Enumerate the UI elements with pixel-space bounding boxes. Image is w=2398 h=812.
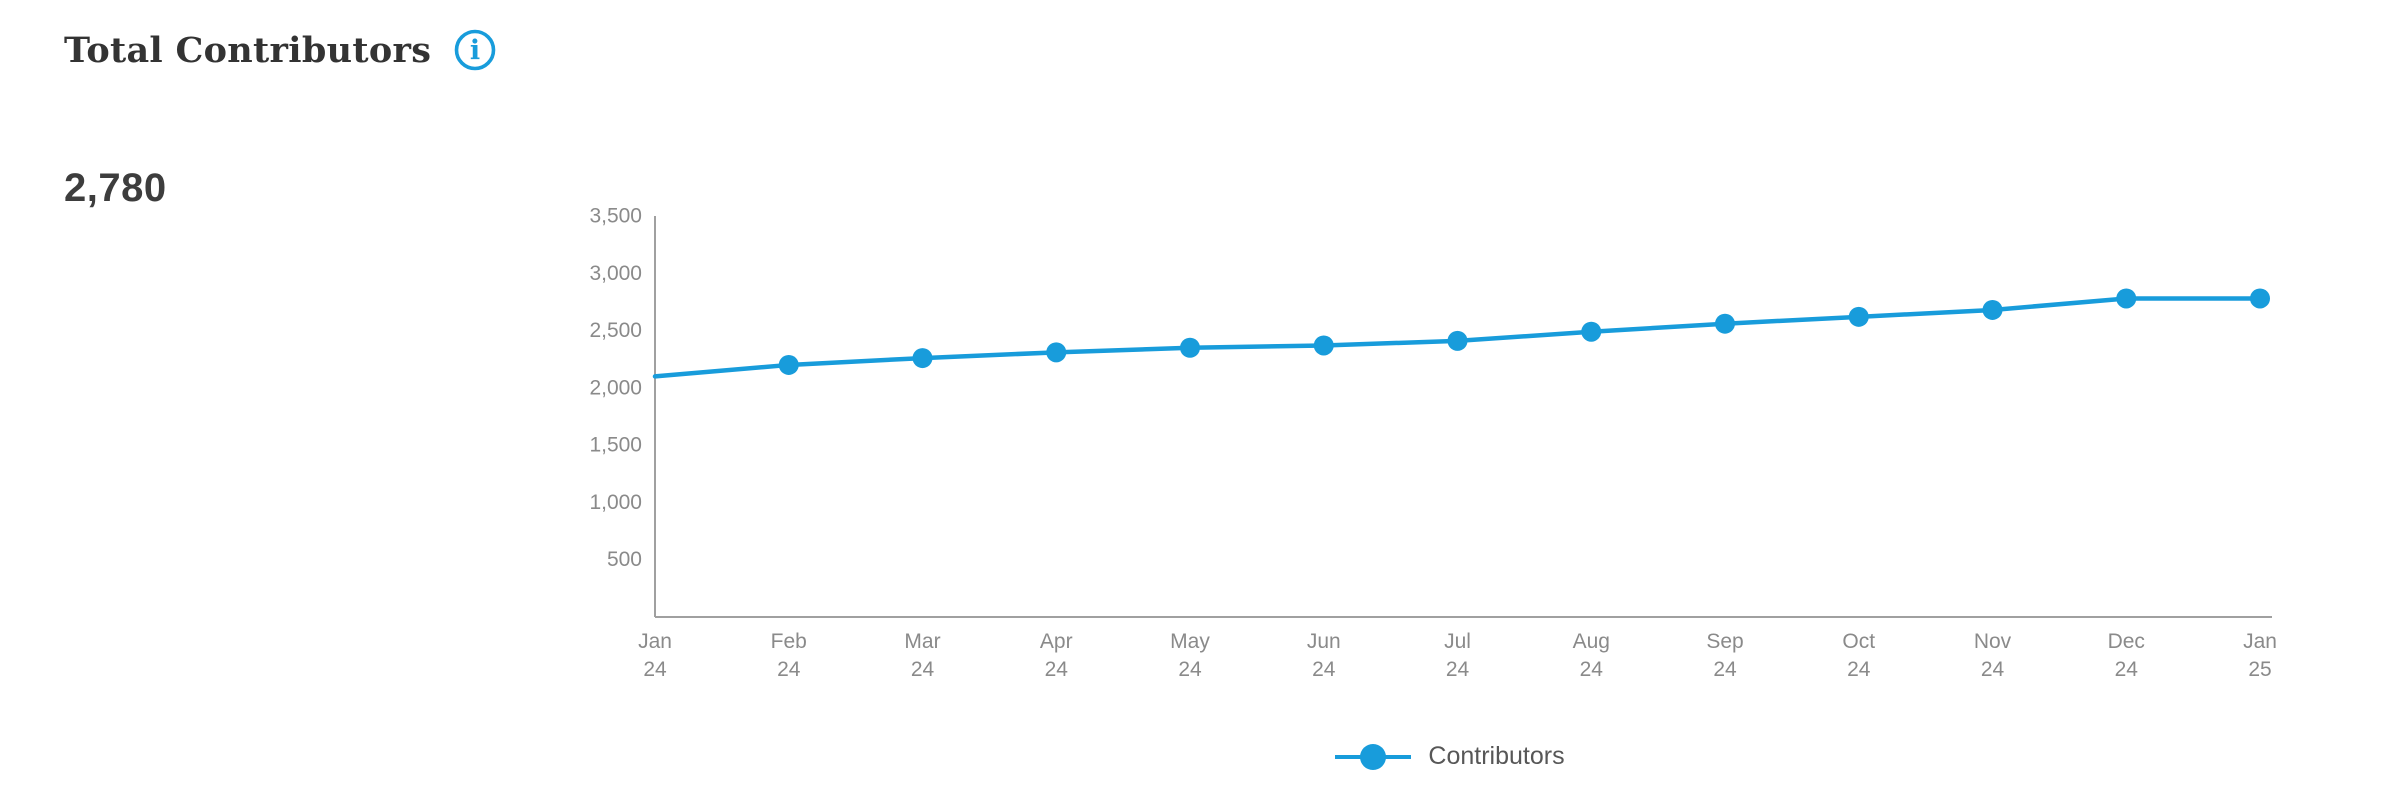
data-point-marker[interactable] — [778, 354, 799, 375]
y-axis-tick-label: 3,000 — [589, 262, 642, 285]
x-axis-tick-label-year: 24 — [1045, 658, 1069, 681]
x-axis-tick-label-year: 25 — [2248, 658, 2271, 681]
x-axis-tick-label-month: Aug — [1573, 630, 1610, 653]
y-axis-tick-label: 2,000 — [589, 376, 642, 399]
data-point-marker[interactable] — [1581, 321, 1602, 342]
legend-marker — [1335, 743, 1412, 770]
legend-label: Contributors — [1428, 742, 1565, 770]
x-axis-tick-label-month: Nov — [1974, 630, 2012, 653]
y-axis-tick-label: 2,500 — [589, 319, 642, 342]
info-icon-circle — [454, 29, 496, 71]
x-axis-tick-label-year: 24 — [777, 658, 801, 681]
data-point-marker[interactable] — [2116, 288, 2137, 309]
x-axis-tick-label-year: 24 — [1312, 658, 1336, 681]
chart-legend[interactable]: Contributors — [560, 742, 2340, 771]
x-axis-tick-label-month: Feb — [771, 630, 807, 653]
data-point-marker[interactable] — [2250, 288, 2270, 309]
data-point-marker[interactable] — [1715, 313, 1735, 334]
x-axis-tick-label-year: 24 — [1178, 658, 1202, 681]
y-axis-tick-label: 1,000 — [589, 491, 642, 514]
info-icon-glyph: i — [470, 35, 480, 66]
x-axis-tick-label-year: 24 — [1580, 658, 1604, 681]
data-point-marker[interactable] — [1848, 306, 1869, 327]
info-icon[interactable]: i — [453, 28, 497, 72]
x-axis-tick-label-month: Dec — [2108, 630, 2145, 653]
x-axis-tick-label-year: 24 — [1847, 658, 1871, 681]
y-axis-tick-label: 500 — [607, 548, 642, 571]
data-point-marker[interactable] — [1046, 342, 1067, 363]
y-axis-tick-label: 3,500 — [589, 205, 642, 228]
x-axis-tick-label-year: 24 — [643, 658, 667, 681]
x-axis-tick-label-month: Jun — [1307, 630, 1341, 653]
page-title: Total Contributors — [64, 29, 432, 71]
x-axis-tick-label-month: Jul — [1444, 630, 1471, 653]
x-axis-tick-label-month: Oct — [1842, 630, 1875, 653]
chart-canvas[interactable]: 500 1,000 1,500 2,000 2,500 3,000 3,500 Jan 24 Fe… — [560, 190, 2340, 710]
x-axis-tick-label-month: Jan — [638, 630, 672, 653]
x-axis-tick-label-month: Jan — [2243, 630, 2277, 653]
card-header: Total Contributors i — [64, 28, 497, 72]
data-point-marker[interactable] — [912, 348, 933, 369]
x-axis-tick-label-year: 24 — [1981, 658, 2005, 681]
x-axis-tick-label-year: 24 — [2115, 658, 2139, 681]
x-axis-tick-label-year: 24 — [911, 658, 935, 681]
x-axis-tick-label-month: Sep — [1706, 630, 1743, 653]
line-chart[interactable]: 500 1,000 1,500 2,000 2,500 3,000 3,500 Jan 24 Fe… — [560, 190, 2340, 710]
y-axis-tick-label: 1,500 — [589, 434, 642, 457]
x-axis-tick-label-month: Apr — [1040, 630, 1073, 653]
x-axis-tick-label-year: 24 — [1713, 658, 1737, 681]
data-point-marker[interactable] — [1180, 337, 1200, 358]
data-point-marker[interactable] — [1982, 299, 2003, 320]
x-axis-tick-label-month: May — [1170, 630, 1210, 653]
x-axis-tick-label-month: Mar — [904, 630, 940, 653]
x-axis-tick-label-year: 24 — [1446, 658, 1470, 681]
legend-dot-swatch — [1360, 743, 1387, 770]
kpi-value: 2,780 — [64, 166, 167, 210]
data-point-marker[interactable] — [1447, 330, 1468, 351]
data-point-marker[interactable] — [1313, 335, 1334, 356]
